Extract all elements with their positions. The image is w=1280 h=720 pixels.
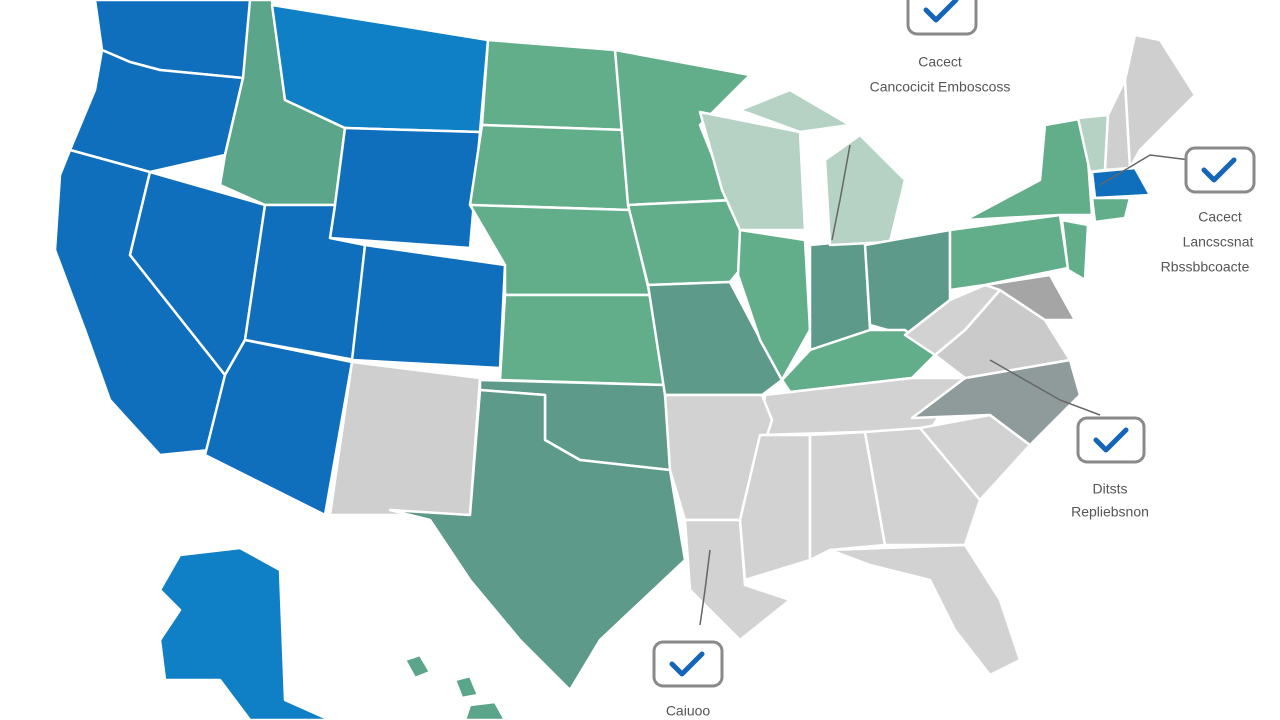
check-icon [652,640,724,688]
callout-text: Cancocicit Emboscoss [870,79,1011,95]
south-dakota [468,123,632,212]
callout-text: Cacect [918,54,962,70]
check-icon [1076,416,1146,464]
leader-line [989,359,1101,416]
callout-text: Cacect [1198,209,1242,225]
hawaii-2 [453,674,480,700]
alaska [158,546,332,720]
arizona [203,338,354,517]
leader-line [699,549,711,626]
hawaii-3 [463,700,507,720]
leader-line [831,144,851,241]
new-mexico [328,360,482,517]
kansas [498,293,667,387]
wyoming [328,126,482,250]
michigan [823,133,907,247]
pennsylvania [948,213,1070,292]
new-york [963,116,1094,222]
michigan-upper [738,88,852,134]
check-icon [1184,146,1256,194]
wisconsin [698,110,807,232]
new-jersey [1060,218,1090,282]
massachusetts [1090,166,1152,200]
connecticut [1090,196,1132,224]
georgia [863,426,982,547]
colorado [350,243,507,370]
callout-text: Rbssbbcoacte [1161,259,1250,275]
north-dakota [480,38,627,132]
leader-line [1099,154,1191,186]
callout-text: Lancscsnat [1183,234,1254,250]
states [53,0,1197,720]
callout-text: Caiuoo [666,703,711,719]
missouri [646,280,784,397]
texas [388,388,687,692]
mississippi [738,433,812,582]
check-icon [906,0,978,36]
callout-text: Ditsts [1093,481,1128,497]
callout-text: Repliebsnon [1071,504,1149,520]
maine [1123,33,1197,170]
maryland [983,273,1077,322]
hawaii-1 [403,653,432,680]
florida [828,543,1022,677]
alabama [808,430,887,562]
